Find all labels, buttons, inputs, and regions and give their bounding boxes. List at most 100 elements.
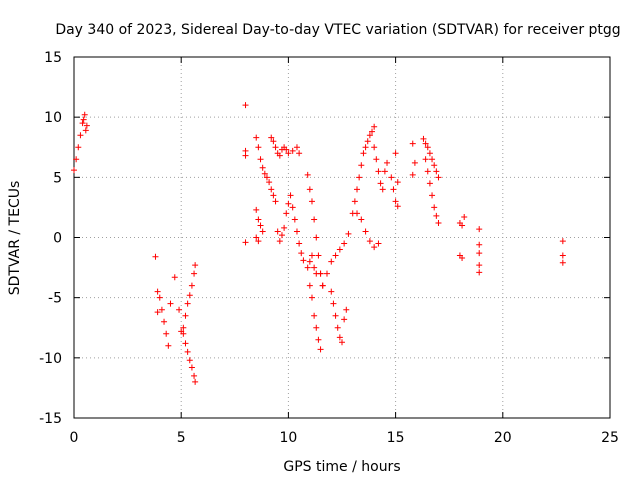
data-point [409, 140, 416, 147]
axis-ticks: 0 5 10 15 20 25 -15 -10 -5 0 5 10 15 [39, 50, 619, 446]
data-point [345, 230, 352, 237]
series-d [180, 262, 199, 331]
data-point [332, 252, 339, 259]
series-c [180, 330, 199, 385]
data-point [308, 252, 315, 259]
series-q [371, 144, 391, 193]
data-point [392, 198, 399, 205]
data-point [332, 312, 339, 319]
data-point [253, 234, 260, 241]
data-point [476, 250, 483, 257]
data-point [268, 134, 275, 141]
data-point [71, 167, 77, 174]
data-point [80, 116, 87, 123]
data-point [266, 179, 273, 186]
data-point [394, 179, 401, 186]
y-tick-label: 0 [53, 231, 62, 247]
data-point [81, 111, 88, 118]
data-point [191, 372, 198, 379]
data-point [306, 258, 313, 265]
data-point [165, 342, 172, 349]
y-tick-label: -10 [39, 351, 62, 367]
series-r [388, 140, 418, 210]
y-tick-label: -15 [39, 411, 62, 427]
data-point [330, 300, 337, 307]
data-point [375, 168, 382, 175]
data-point [255, 144, 262, 151]
data-point [298, 250, 305, 257]
data-point [257, 222, 264, 229]
data-point [287, 192, 294, 199]
data-point [242, 239, 249, 246]
data-point [242, 152, 249, 159]
data-point [366, 132, 373, 139]
series-b [152, 253, 185, 349]
data-point [154, 288, 161, 295]
data-points [71, 102, 566, 385]
data-point [192, 262, 199, 269]
data-point [272, 198, 279, 205]
data-point [424, 144, 431, 151]
data-point [371, 144, 378, 151]
data-point [351, 198, 358, 205]
data-point [167, 300, 174, 307]
data-point [371, 244, 378, 251]
data-point [424, 168, 431, 175]
data-point [163, 330, 170, 337]
data-point [188, 282, 195, 289]
data-point [354, 186, 361, 193]
data-point [366, 238, 373, 245]
data-point [381, 168, 388, 175]
data-point [559, 259, 566, 266]
data-point [184, 300, 191, 307]
data-point [435, 220, 442, 227]
data-point [364, 138, 371, 145]
series-e [242, 102, 249, 246]
data-point [270, 138, 277, 145]
data-point [308, 198, 315, 205]
data-point [182, 340, 189, 347]
data-point [82, 127, 89, 134]
data-point [461, 214, 468, 221]
x-tick-label: 10 [279, 430, 297, 446]
data-point [283, 210, 290, 217]
data-point [276, 238, 283, 245]
data-point [278, 232, 285, 239]
data-point [283, 146, 290, 153]
series-h [268, 134, 303, 159]
y-tick-label: 15 [44, 50, 62, 66]
series-s [420, 135, 442, 181]
data-point [459, 254, 466, 261]
data-point [317, 270, 324, 277]
series-k [306, 282, 324, 353]
data-point [253, 134, 260, 141]
data-point [259, 164, 266, 171]
data-point [429, 156, 436, 163]
data-point [433, 212, 440, 219]
data-point [315, 336, 322, 343]
series-i [274, 192, 307, 264]
data-point [186, 292, 193, 299]
data-point [409, 171, 416, 178]
data-point [156, 294, 163, 301]
data-point [180, 330, 187, 337]
data-point [191, 270, 198, 277]
data-point [311, 264, 318, 271]
data-point [161, 318, 168, 325]
data-point [242, 102, 249, 109]
data-point [154, 309, 161, 316]
data-point [476, 226, 483, 233]
data-point [291, 216, 298, 223]
data-point [358, 216, 365, 223]
x-axis-label: GPS time / hours [283, 459, 400, 475]
grid-lines [74, 57, 610, 418]
data-point [422, 140, 429, 147]
data-point [343, 306, 350, 313]
data-point [259, 228, 266, 235]
data-point [369, 128, 376, 135]
y-axis-label: SDTVAR / TECUs [7, 181, 23, 296]
data-point [358, 162, 365, 169]
data-point [289, 204, 296, 211]
data-point [296, 150, 303, 157]
data-point [362, 144, 369, 151]
